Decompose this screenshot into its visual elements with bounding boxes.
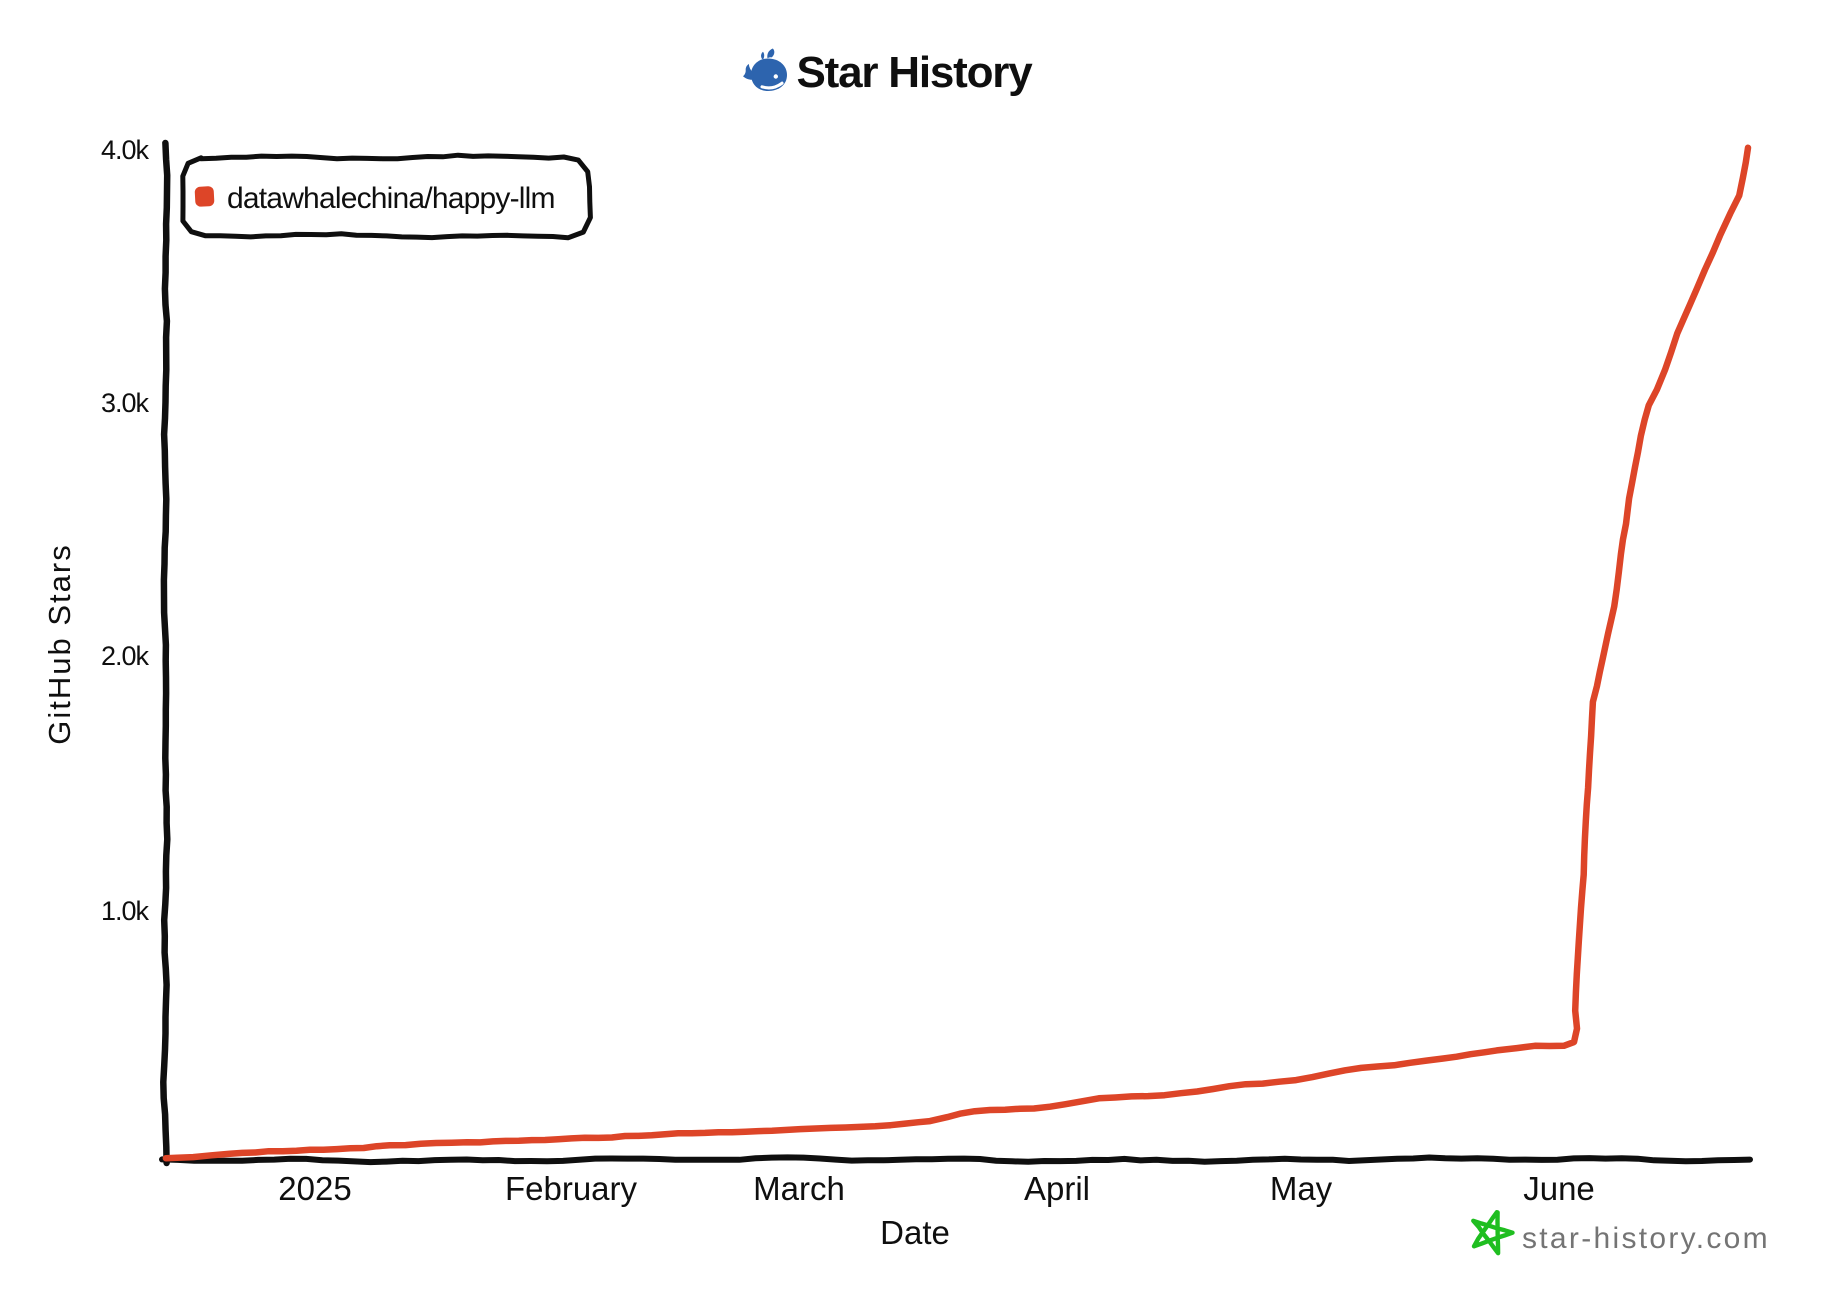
svg-text:Date: Date [880,1214,950,1251]
svg-text:3.0k: 3.0k [101,388,150,418]
svg-text:February: February [505,1170,638,1207]
svg-text:4.0k: 4.0k [101,135,150,165]
svg-text:June: June [1523,1170,1595,1207]
svg-text:March: March [753,1170,845,1207]
svg-text:datawhalechina/happy-llm: datawhalechina/happy-llm [227,182,555,215]
svg-text:April: April [1024,1170,1090,1207]
svg-text:1.0k: 1.0k [101,896,150,926]
svg-text:2.0k: 2.0k [101,641,150,671]
svg-text:Star History: Star History [796,48,1033,97]
svg-text:2025: 2025 [278,1170,351,1207]
svg-text:GitHub Stars: GitHub Stars [42,543,77,744]
svg-text:star-history.com: star-history.com [1522,1222,1770,1255]
svg-text:May: May [1270,1170,1333,1207]
